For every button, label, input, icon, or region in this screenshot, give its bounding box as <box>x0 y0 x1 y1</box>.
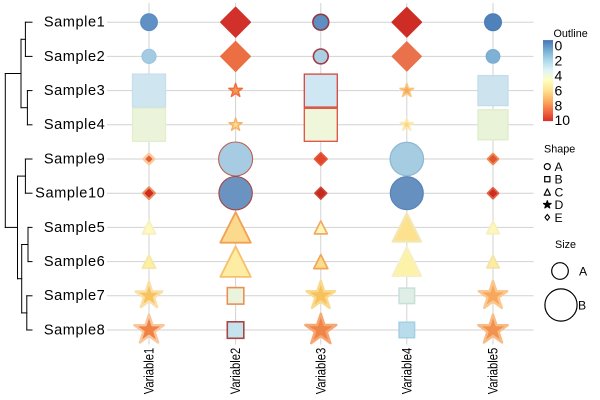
svg-text:Sample2: Sample2 <box>44 49 105 65</box>
svg-text:Sample7: Sample7 <box>44 288 105 304</box>
svg-text:Size: Size <box>555 239 576 251</box>
svg-text:Variable5: Variable5 <box>486 348 501 395</box>
svg-text:0: 0 <box>555 38 563 54</box>
svg-text:10: 10 <box>555 112 571 128</box>
svg-text:Shape: Shape <box>544 143 575 155</box>
svg-text:Variable4: Variable4 <box>399 348 414 395</box>
svg-text:Sample6: Sample6 <box>44 254 105 270</box>
svg-text:D: D <box>555 198 564 212</box>
svg-text:4: 4 <box>555 68 563 84</box>
svg-text:A: A <box>555 160 564 174</box>
svg-text:Variable2: Variable2 <box>228 348 243 395</box>
svg-text:Sample10: Sample10 <box>35 186 105 202</box>
svg-text:E: E <box>555 211 563 225</box>
svg-text:6: 6 <box>555 82 563 98</box>
svg-text:B: B <box>555 173 563 187</box>
svg-text:2: 2 <box>555 53 563 69</box>
svg-text:Sample9: Sample9 <box>44 151 105 167</box>
svg-text:Sample5: Sample5 <box>44 220 105 236</box>
svg-text:C: C <box>555 185 564 199</box>
svg-text:Outline: Outline <box>554 28 588 40</box>
svg-text:8: 8 <box>555 97 563 113</box>
svg-text:Sample1: Sample1 <box>44 15 105 31</box>
svg-text:A: A <box>579 264 588 278</box>
svg-text:Sample8: Sample8 <box>44 322 105 338</box>
svg-text:Sample4: Sample4 <box>44 117 105 133</box>
svg-text:B: B <box>578 298 586 312</box>
svg-text:Sample3: Sample3 <box>44 83 105 99</box>
svg-text:Variable3: Variable3 <box>313 348 328 395</box>
svg-text:Variable1: Variable1 <box>142 348 157 395</box>
